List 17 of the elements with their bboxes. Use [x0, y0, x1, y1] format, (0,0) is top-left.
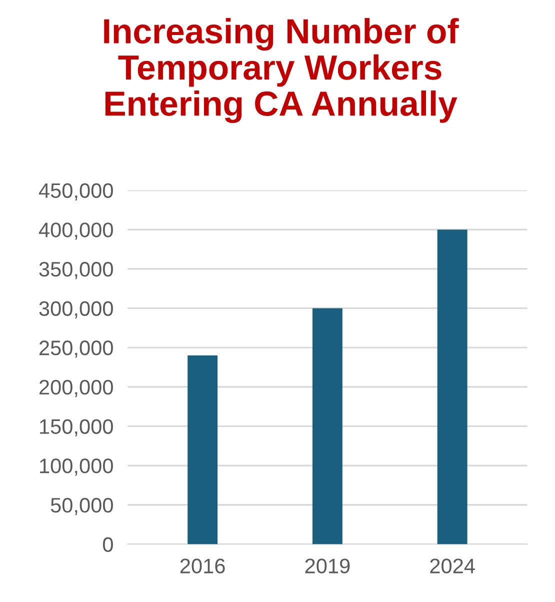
bar	[188, 355, 218, 544]
bar	[312, 308, 342, 544]
x-tick-label: 2016	[180, 558, 225, 574]
y-tick-label: 400,000	[38, 222, 113, 240]
chart-title: Increasing Number of Temporary Workers Entering CA Annually	[104, 18, 459, 124]
y-tick-label: 350,000	[39, 262, 113, 280]
y-tick-label: 100,000	[40, 458, 113, 476]
x-tick-label: 2019	[305, 558, 350, 574]
x-tick-label: 2024	[430, 558, 475, 574]
y-tick-label: 450,000	[38, 183, 113, 200]
y-tick-label: 150,000	[40, 419, 113, 436]
y-tick-label: 200,000	[40, 380, 113, 398]
y-tick-label: 0	[102, 537, 113, 552]
y-tick-label: 250,000	[40, 340, 113, 358]
y-tick-label: 50,000	[50, 498, 113, 516]
bar	[437, 230, 468, 544]
y-tick-label: 300,000	[39, 301, 113, 318]
